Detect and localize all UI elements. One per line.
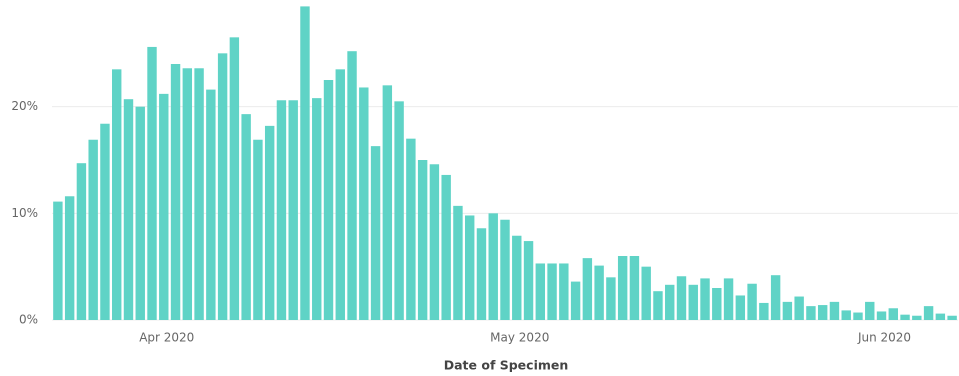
bar <box>406 138 416 320</box>
y-tick-label: 0% <box>19 313 38 327</box>
bar <box>288 100 298 321</box>
bar <box>253 139 263 320</box>
bar <box>794 296 804 320</box>
bar <box>606 277 616 320</box>
bar <box>570 281 581 320</box>
bar <box>688 284 698 320</box>
bar <box>935 313 946 320</box>
bar <box>100 123 110 320</box>
bar <box>206 89 216 320</box>
bar <box>276 100 287 321</box>
bar <box>417 160 428 320</box>
bar <box>241 114 251 320</box>
bar <box>676 276 687 320</box>
bar <box>594 265 604 320</box>
bar <box>865 301 875 320</box>
bar <box>217 53 228 320</box>
bar <box>323 80 334 320</box>
bar <box>617 256 628 320</box>
x-tick-label: Jun 2020 <box>857 331 911 345</box>
bar <box>665 284 675 320</box>
bar <box>194 68 204 321</box>
bar <box>782 301 793 320</box>
bar <box>523 241 534 320</box>
bar <box>735 295 746 320</box>
bar <box>841 310 851 320</box>
y-tick-label: 10% <box>11 206 38 220</box>
bar <box>88 139 98 320</box>
bar <box>182 68 193 321</box>
bar <box>559 263 569 320</box>
bar <box>112 69 122 320</box>
bar <box>300 6 310 321</box>
bar <box>135 106 145 321</box>
bar <box>912 315 922 320</box>
bar <box>947 315 957 320</box>
bar <box>829 301 840 320</box>
bar <box>535 263 546 320</box>
bar <box>817 305 828 320</box>
bar <box>312 98 322 320</box>
bar <box>335 69 345 320</box>
bar <box>547 263 557 320</box>
bar <box>747 283 757 320</box>
bar <box>147 46 157 320</box>
bar <box>64 196 75 320</box>
bar <box>464 215 475 320</box>
y-tick-label: 20% <box>11 99 38 113</box>
bar <box>923 306 934 320</box>
bar <box>900 314 910 320</box>
bar <box>700 278 710 320</box>
x-tick-label: Apr 2020 <box>139 331 194 345</box>
bar <box>370 146 381 320</box>
bar <box>264 125 275 320</box>
bar <box>429 164 440 320</box>
bar <box>441 174 451 320</box>
bar <box>770 275 781 320</box>
bar <box>641 266 651 320</box>
bar <box>853 312 863 320</box>
bar <box>159 93 169 320</box>
x-tick-label: May 2020 <box>490 331 549 345</box>
bar <box>382 85 393 320</box>
bar <box>723 278 734 320</box>
bar <box>476 228 487 320</box>
bar <box>229 37 240 320</box>
bar <box>759 302 769 320</box>
bar <box>53 201 63 320</box>
bar <box>76 163 87 320</box>
bar <box>512 235 522 320</box>
bar <box>359 87 369 320</box>
bar <box>123 99 134 320</box>
bar <box>888 308 898 320</box>
bar <box>394 101 404 320</box>
bar <box>582 258 593 320</box>
x-axis-title: Date of Specimen <box>444 358 569 373</box>
bar <box>806 306 816 320</box>
bar <box>629 256 640 320</box>
bar <box>170 64 181 320</box>
bar <box>653 291 663 320</box>
bar <box>500 219 510 320</box>
bar <box>876 311 887 320</box>
bar <box>488 213 498 320</box>
bar <box>712 288 722 320</box>
bar <box>453 205 463 320</box>
bar <box>347 51 357 320</box>
